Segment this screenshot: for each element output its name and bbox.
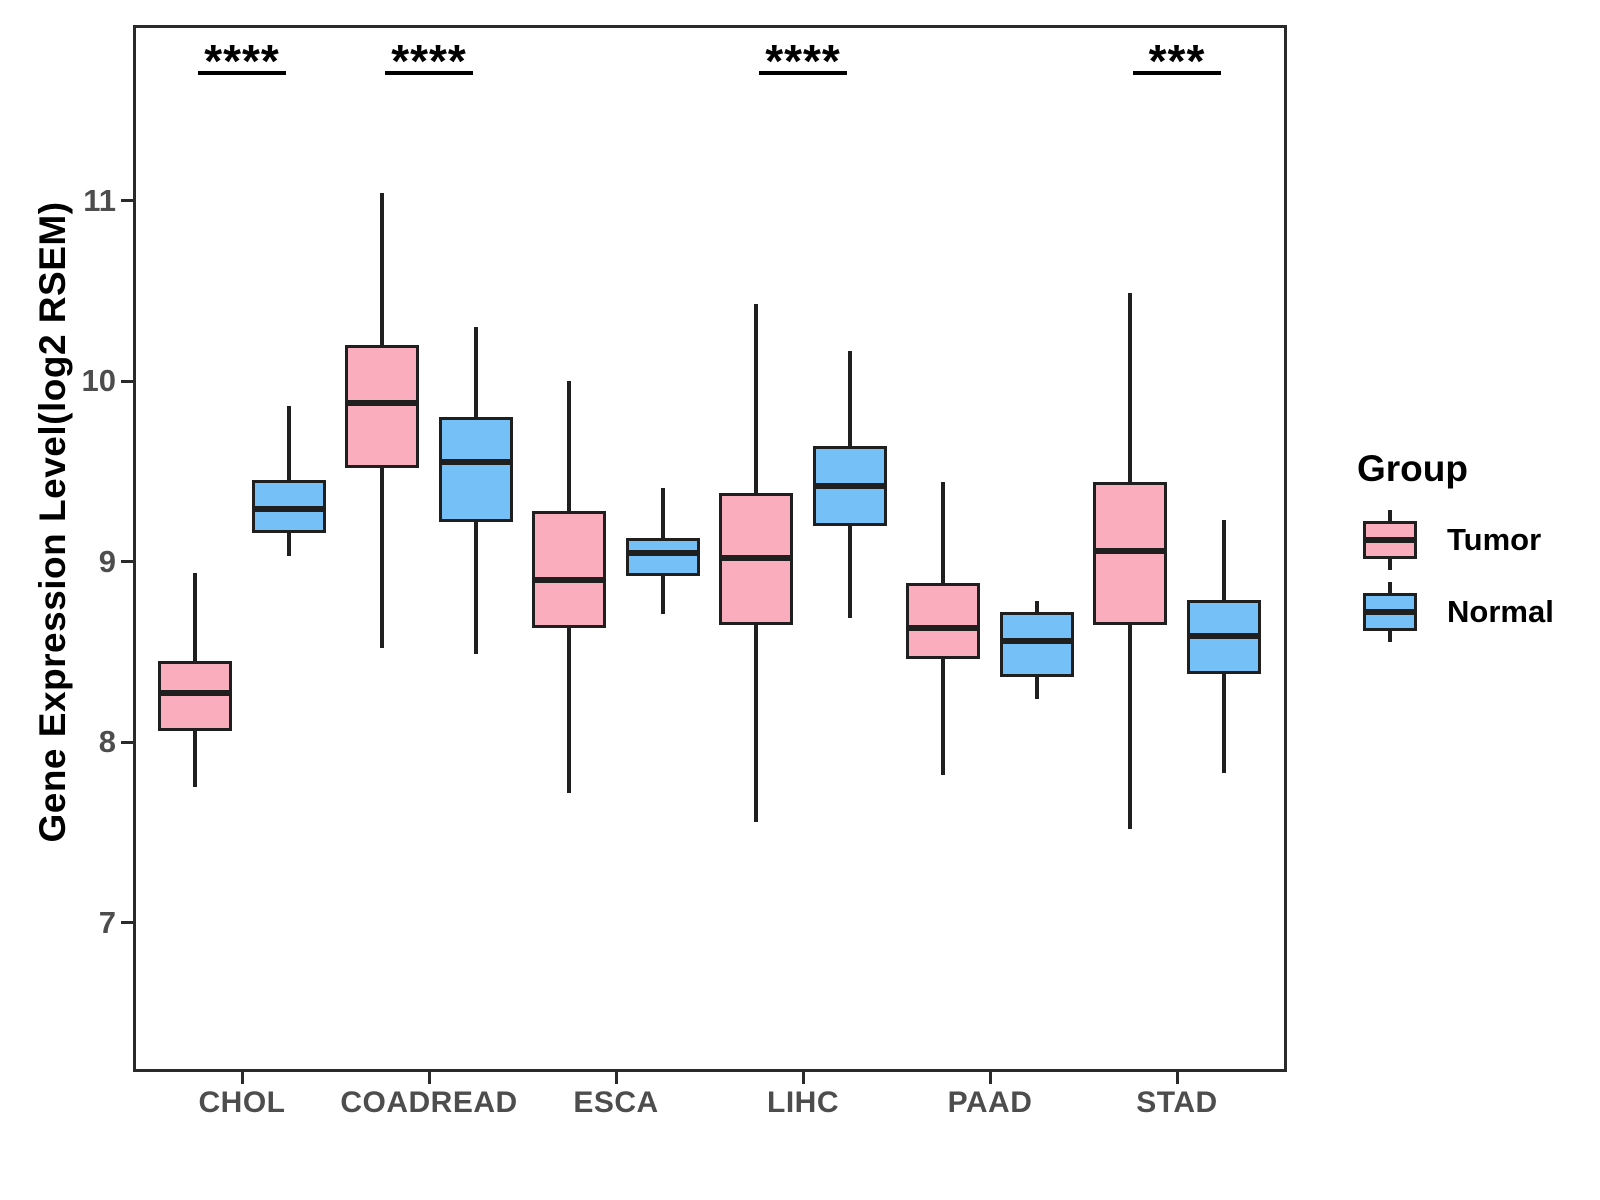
median-Normal-COADREAD [439, 459, 513, 466]
x-tick-label-CHOL: CHOL [198, 1086, 286, 1119]
x-tick-label-PAAD: PAAD [947, 1086, 1033, 1119]
median-Tumor-COADREAD [345, 399, 419, 406]
median-Normal-ESCA [626, 549, 700, 556]
x-tick-label-STAD: STAD [1136, 1086, 1218, 1119]
legend-entry-Normal: Normal [1363, 582, 1593, 642]
legend-entry-Tumor: Tumor [1363, 510, 1593, 570]
median-Normal-STAD [1187, 632, 1261, 639]
y-tick-label-9: 9 [98, 543, 116, 579]
x-tick-mark-ESCA [614, 1072, 618, 1084]
y-tick-label-7: 7 [98, 904, 116, 940]
legend-boxplot-swatch-Normal [1363, 582, 1417, 642]
box-Tumor-PAAD [906, 583, 980, 660]
box-Normal-PAAD [1000, 612, 1074, 678]
legend-label-Normal: Normal [1447, 594, 1554, 629]
y-tick-label-8: 8 [98, 724, 116, 760]
y-tick-label-11: 11 [83, 182, 116, 218]
median-Tumor-LIHC [719, 555, 793, 562]
significance-bar-LIHC [759, 71, 847, 75]
y-tick-mark-7 [121, 921, 133, 925]
y-axis-title: Gene Expression Level(log2 RSEM) [32, 201, 73, 843]
significance-bar-CHOL [198, 71, 286, 75]
legend-boxplot-swatch-Tumor [1363, 510, 1417, 570]
box-Normal-COADREAD [439, 417, 513, 522]
box-Tumor-ESCA [532, 511, 606, 629]
legend-label-Tumor: Tumor [1447, 522, 1542, 557]
legend-title: Group [1357, 448, 1468, 489]
y-tick-mark-11 [121, 199, 133, 203]
box-Tumor-COADREAD [345, 345, 419, 468]
median-Normal-CHOL [252, 506, 326, 513]
significance-bar-STAD [1133, 71, 1221, 75]
x-tick-label-LIHC: LIHC [767, 1086, 839, 1119]
x-tick-mark-PAAD [988, 1072, 992, 1084]
x-tick-label-ESCA: ESCA [573, 1086, 659, 1119]
median-Normal-LIHC [813, 482, 887, 489]
significance-stars-LIHC: **** [765, 35, 841, 87]
legend-swatch-median [1363, 609, 1417, 615]
legend: Group Tumor Normal [1355, 448, 1595, 688]
x-tick-mark-CHOL [240, 1072, 244, 1084]
y-tick-label-10: 10 [81, 363, 116, 399]
significance-stars-CHOL: **** [204, 35, 280, 87]
median-Tumor-PAAD [906, 625, 980, 632]
significance-stars-COADREAD: **** [391, 35, 467, 87]
median-Tumor-ESCA [532, 576, 606, 583]
median-Tumor-STAD [1093, 547, 1167, 554]
significance-stars-STAD: *** [1148, 35, 1206, 87]
x-tick-mark-LIHC [801, 1072, 805, 1084]
y-tick-mark-10 [121, 379, 133, 383]
box-Normal-ESCA [626, 538, 700, 577]
x-tick-label-COADREAD: COADREAD [340, 1086, 518, 1119]
median-Tumor-CHOL [158, 690, 232, 697]
y-tick-mark-8 [121, 740, 133, 744]
legend-swatch-median [1363, 537, 1417, 543]
x-tick-mark-STAD [1175, 1072, 1179, 1084]
x-tick-mark-COADREAD [427, 1072, 431, 1084]
significance-bar-COADREAD [385, 71, 473, 75]
median-Normal-PAAD [1000, 638, 1074, 645]
y-tick-mark-9 [121, 560, 133, 564]
